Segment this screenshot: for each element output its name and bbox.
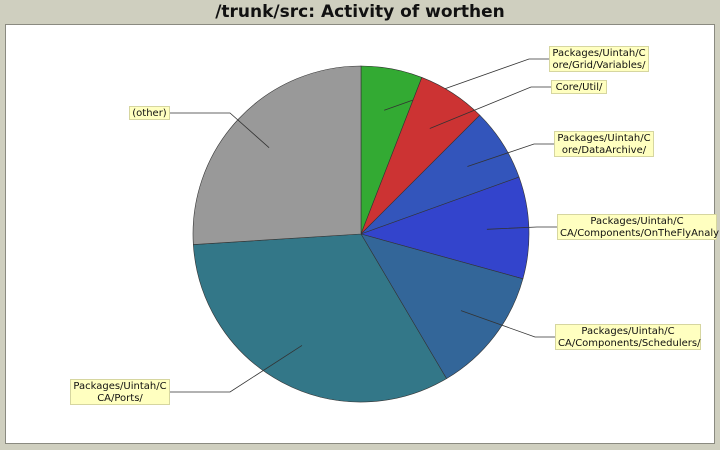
pie-slice-5 [193, 233, 447, 403]
chart-title: /trunk/src: Activity of worthen [215, 2, 505, 22]
slice-label-1: Core/Util/ [551, 80, 607, 94]
pie-slice-6 [192, 65, 362, 245]
pie-chart [170, 58, 557, 403]
leader-line-2 [467, 143, 554, 167]
leader-line-1 [429, 86, 551, 129]
leader-line-6 [170, 112, 270, 148]
leader-line-4 [460, 310, 555, 338]
slice-label-3: Packages/Uintah/C CA/Components/OnTheFly… [557, 214, 719, 240]
slice-label-4: Packages/Uintah/C CA/Components/Schedule… [555, 324, 701, 350]
slice-label-5: Packages/Uintah/C CA/Ports/ [70, 379, 170, 405]
plot-area: Packages/Uintah/C ore/Grid/Variables/Cor… [5, 24, 719, 444]
pie-slice-4 [360, 233, 524, 380]
leader-line-5 [170, 345, 303, 393]
leader-line-3 [486, 226, 557, 230]
slice-label-6: (other) [129, 106, 170, 120]
slice-label-0: Packages/Uintah/C ore/Grid/Variables/ [549, 46, 649, 72]
slice-label-2: Packages/Uintah/C ore/DataArchive/ [554, 131, 654, 157]
